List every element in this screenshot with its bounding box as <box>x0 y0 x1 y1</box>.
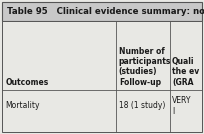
Bar <box>2 2 202 21</box>
Text: Number of
participants
(studies)
Follow-up: Number of participants (studies) Follow-… <box>119 46 171 87</box>
Text: 18 (1 study): 18 (1 study) <box>119 101 165 110</box>
Text: Mortality: Mortality <box>6 101 40 110</box>
Text: Quali
the ev
(GRA: Quali the ev (GRA <box>172 57 199 87</box>
Text: Outcomes: Outcomes <box>6 78 49 87</box>
Bar <box>2 21 202 132</box>
Text: Table 95   Clinical evidence summary: non-absorbable disac: Table 95 Clinical evidence summary: non-… <box>7 7 204 16</box>
Text: VERY
l: VERY l <box>172 96 192 116</box>
